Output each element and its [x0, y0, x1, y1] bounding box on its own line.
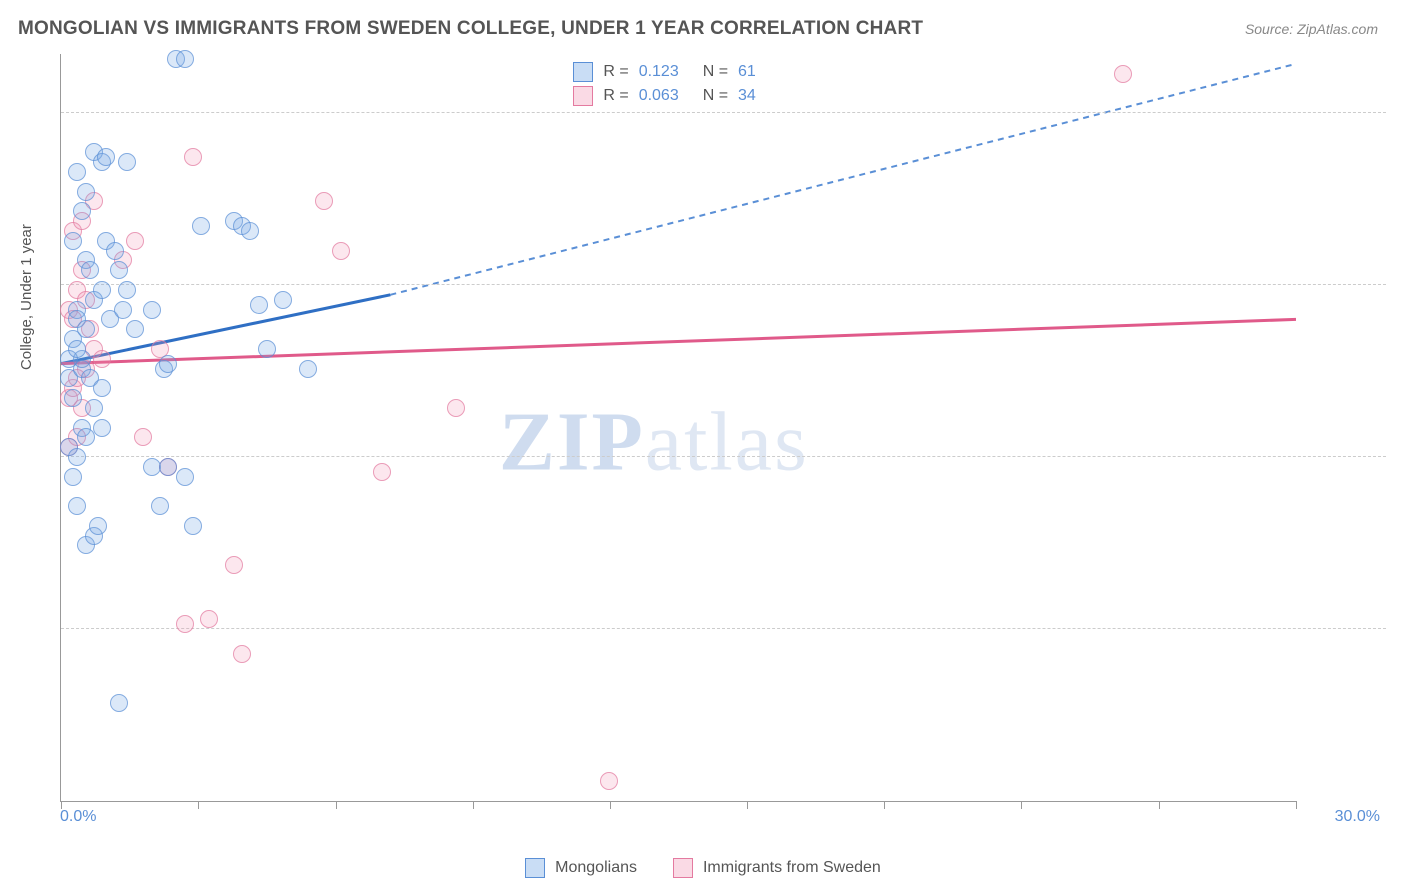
- data-point: [93, 281, 111, 299]
- x-max-label: 30.0%: [1335, 808, 1380, 826]
- r-label: R =: [603, 87, 628, 105]
- data-point: [126, 320, 144, 338]
- data-point: [447, 399, 465, 417]
- swatch-pink-icon: [673, 858, 693, 878]
- gridline: 65.0%: [61, 456, 1386, 457]
- data-point: [68, 163, 86, 181]
- data-point: [1114, 65, 1132, 83]
- data-point: [200, 610, 218, 628]
- chart-area: College, Under 1 year ZIPatlas R = 0.123…: [48, 54, 1386, 832]
- x-tick: [1296, 801, 1297, 809]
- legend-row-blue: R = 0.123 N = 61: [567, 60, 798, 84]
- source-attribution: Source: ZipAtlas.com: [1245, 21, 1378, 37]
- data-point: [81, 261, 99, 279]
- n-value-blue: 61: [738, 63, 792, 81]
- data-point: [315, 192, 333, 210]
- data-point: [151, 497, 169, 515]
- swatch-blue-icon: [573, 62, 593, 82]
- watermark-atlas: atlas: [645, 396, 809, 489]
- data-point: [77, 183, 95, 201]
- data-point: [106, 242, 124, 260]
- data-point: [143, 458, 161, 476]
- data-point: [68, 340, 86, 358]
- x-axis-labels: 0.0% 30.0%: [60, 808, 1296, 832]
- data-point: [176, 615, 194, 633]
- data-point: [110, 261, 128, 279]
- chart-header: MONGOLIAN VS IMMIGRANTS FROM SWEDEN COLL…: [0, 0, 1406, 48]
- data-point: [299, 360, 317, 378]
- swatch-pink-icon: [573, 86, 593, 106]
- data-point: [126, 232, 144, 250]
- data-point: [373, 463, 391, 481]
- r-value-blue: 0.123: [639, 63, 693, 81]
- data-point: [93, 350, 111, 368]
- data-point: [600, 772, 618, 790]
- data-point: [332, 242, 350, 260]
- data-point: [184, 148, 202, 166]
- legend-row-pink: R = 0.063 N = 34: [567, 84, 798, 108]
- data-point: [134, 428, 152, 446]
- data-point: [176, 468, 194, 486]
- data-point: [64, 468, 82, 486]
- data-point: [64, 232, 82, 250]
- r-value-pink: 0.063: [639, 87, 693, 105]
- gridline: 82.5%: [61, 284, 1386, 285]
- n-value-pink: 34: [738, 87, 792, 105]
- data-point: [118, 153, 136, 171]
- data-point: [159, 458, 177, 476]
- data-point: [192, 217, 210, 235]
- y-axis-label: College, Under 1 year: [18, 224, 35, 370]
- data-point: [250, 296, 268, 314]
- trend-lines: [61, 54, 1296, 801]
- n-label: N =: [703, 87, 728, 105]
- data-point: [89, 517, 107, 535]
- data-point: [110, 694, 128, 712]
- data-point: [274, 291, 292, 309]
- plot-region: ZIPatlas R = 0.123 N = 61 R = 0.063 N = …: [60, 54, 1296, 802]
- watermark: ZIPatlas: [499, 394, 809, 491]
- data-point: [64, 389, 82, 407]
- data-point: [93, 379, 111, 397]
- x-min-label: 0.0%: [60, 808, 96, 826]
- data-point: [68, 448, 86, 466]
- data-point: [77, 428, 95, 446]
- data-point: [73, 202, 91, 220]
- chart-title: MONGOLIAN VS IMMIGRANTS FROM SWEDEN COLL…: [18, 18, 923, 40]
- data-point: [258, 340, 276, 358]
- data-point: [184, 517, 202, 535]
- data-point: [143, 301, 161, 319]
- data-point: [241, 222, 259, 240]
- legend-item-pink: Immigrants from Sweden: [673, 858, 881, 878]
- data-point: [77, 320, 95, 338]
- data-point: [68, 497, 86, 515]
- gridline: 100.0%: [61, 112, 1386, 113]
- data-point: [118, 281, 136, 299]
- data-point: [85, 399, 103, 417]
- data-point: [97, 148, 115, 166]
- data-point: [225, 556, 243, 574]
- legend-label-blue: Mongolians: [555, 859, 637, 877]
- data-point: [93, 419, 111, 437]
- legend-item-blue: Mongolians: [525, 858, 637, 878]
- series-legend: Mongolians Immigrants from Sweden: [0, 858, 1406, 878]
- correlation-legend: R = 0.123 N = 61 R = 0.063 N = 34: [567, 60, 798, 108]
- gridline: 47.5%: [61, 628, 1386, 629]
- data-point: [233, 645, 251, 663]
- data-point: [176, 50, 194, 68]
- legend-label-pink: Immigrants from Sweden: [703, 859, 881, 877]
- watermark-zip: ZIP: [499, 396, 645, 489]
- n-label: N =: [703, 63, 728, 81]
- r-label: R =: [603, 63, 628, 81]
- swatch-blue-icon: [525, 858, 545, 878]
- data-point: [114, 301, 132, 319]
- data-point: [159, 355, 177, 373]
